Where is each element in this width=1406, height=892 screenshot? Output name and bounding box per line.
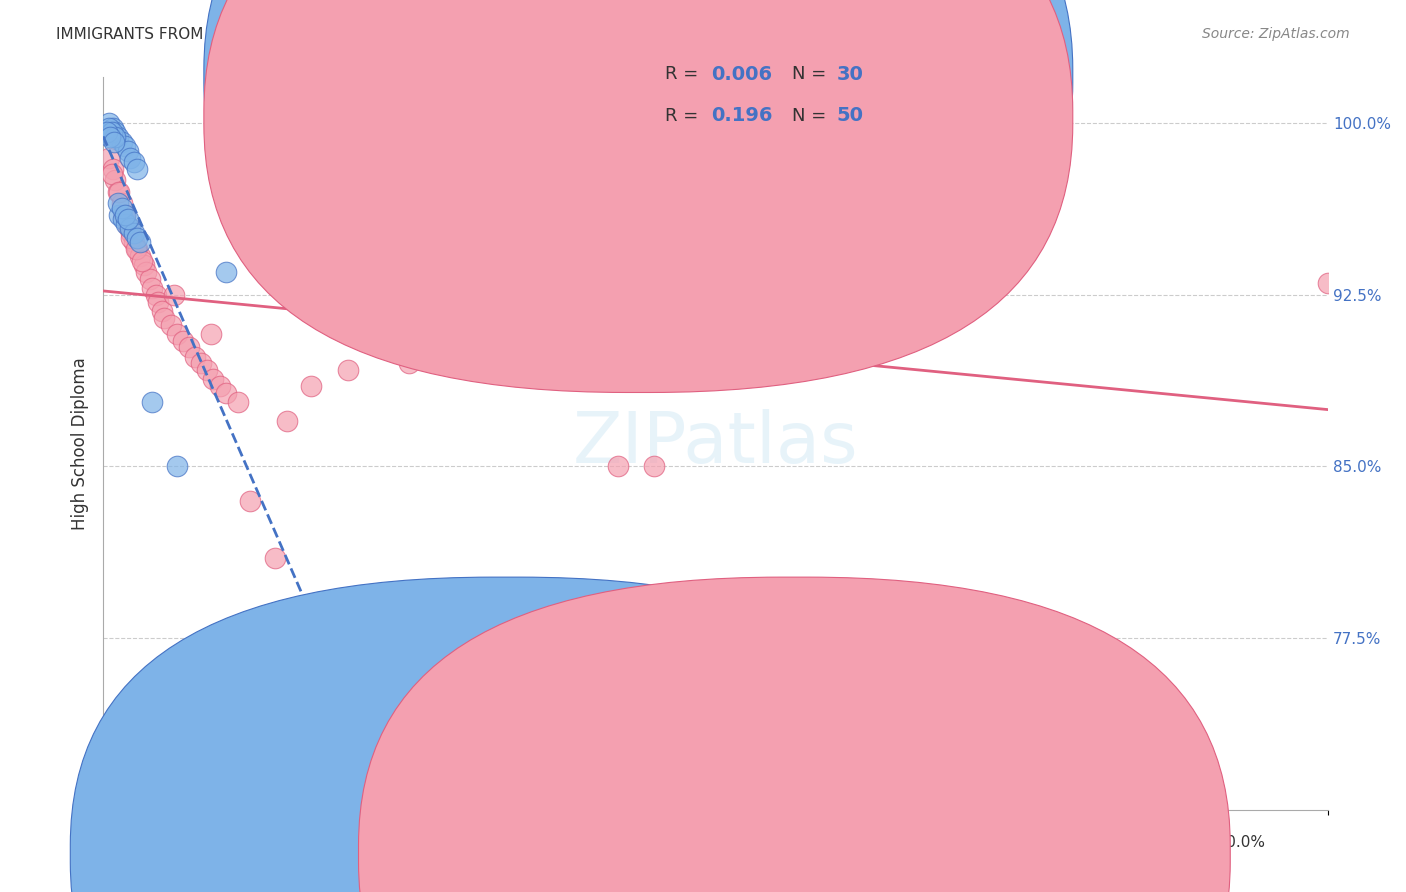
Point (202, 372, 225, 386)
Point (128, 235, 150, 250)
Point (110, 196, 132, 211)
Point (98, 151, 121, 165)
Point (208, 379, 231, 393)
Point (100, 167, 122, 181)
Point (122, 235, 145, 250)
Point (112, 208, 135, 222)
Text: 0.0%: 0.0% (176, 836, 215, 850)
Point (120, 230, 142, 244)
Point (337, 363, 360, 377)
Point (96, 125, 118, 139)
Point (101, 161, 124, 176)
Point (190, 356, 212, 370)
Point (114, 208, 136, 222)
Point (214, 386, 236, 401)
Point (117, 212, 139, 227)
Point (120, 226, 142, 240)
Point (104, 125, 127, 139)
Point (125, 242, 148, 256)
Point (606, 459, 628, 474)
Point (141, 281, 163, 295)
Point (276, 414, 298, 428)
Text: R =: R = (665, 65, 704, 83)
Point (107, 196, 129, 211)
Point (163, 288, 186, 302)
Point (103, 135, 125, 149)
Point (127, 230, 149, 244)
Point (226, 395, 249, 409)
Point (100, 130, 122, 145)
Point (159, 318, 181, 332)
Point (141, 395, 163, 409)
Text: 0.006: 0.006 (711, 64, 772, 84)
Text: 30: 30 (837, 64, 863, 84)
Point (827, 116, 849, 130)
Point (122, 226, 145, 240)
Point (138, 272, 160, 286)
Point (131, 253, 153, 268)
Point (104, 173, 127, 187)
Point (520, 334, 543, 348)
Point (184, 350, 207, 364)
Point (98, 116, 121, 130)
Point (299, 379, 322, 393)
Point (98, 120, 121, 135)
Point (127, 161, 149, 176)
Point (263, 551, 285, 566)
Point (200, 326, 222, 341)
Point (153, 310, 176, 325)
Point (177, 341, 200, 355)
Point (150, 303, 173, 318)
Point (122, 155, 145, 169)
Point (108, 185, 131, 199)
Point (132, 258, 155, 272)
Point (110, 135, 132, 149)
Point (135, 265, 157, 279)
Point (120, 221, 142, 235)
Point (114, 208, 136, 222)
Point (114, 139, 136, 153)
Text: IMMIGRANTS FROM LATVIA VS IMMIGRANTS FROM WESTERN EUROPE HIGH SCHOOL DIPLOMA COR: IMMIGRANTS FROM LATVIA VS IMMIGRANTS FRO… (56, 27, 943, 42)
Point (100, 125, 122, 139)
Point (145, 288, 167, 302)
Point (195, 363, 218, 377)
Text: Source: ZipAtlas.com: Source: ZipAtlas.com (1202, 27, 1350, 41)
Text: N =: N = (792, 107, 831, 125)
Point (110, 201, 132, 215)
Text: Immigrants from Western Europe: Immigrants from Western Europe (815, 845, 1070, 859)
Point (643, 459, 665, 474)
Y-axis label: High School Diploma: High School Diploma (72, 357, 89, 530)
Point (111, 212, 134, 227)
Point (107, 185, 129, 199)
Point (239, 493, 262, 508)
Text: ZIPatlas: ZIPatlas (572, 409, 859, 478)
Point (117, 219, 139, 234)
Point (101, 120, 124, 135)
Point (127, 242, 149, 256)
Text: 50: 50 (837, 106, 863, 126)
Text: 100.0%: 100.0% (1208, 836, 1265, 850)
Point (120, 151, 142, 165)
Text: N =: N = (792, 65, 831, 83)
Point (108, 208, 131, 222)
Point (148, 294, 170, 309)
Point (1317, 277, 1340, 291)
Text: Immigrants from Latvia: Immigrants from Latvia (527, 845, 707, 859)
Point (460, 345, 482, 359)
Point (107, 130, 129, 145)
Point (214, 265, 236, 279)
Text: 0.196: 0.196 (711, 106, 773, 126)
Point (172, 334, 194, 348)
Point (117, 144, 139, 158)
Point (115, 217, 138, 231)
Point (104, 130, 127, 145)
Point (398, 356, 420, 370)
Point (128, 249, 150, 263)
Text: R =: R = (665, 107, 710, 125)
Point (166, 459, 188, 474)
Point (166, 326, 188, 341)
